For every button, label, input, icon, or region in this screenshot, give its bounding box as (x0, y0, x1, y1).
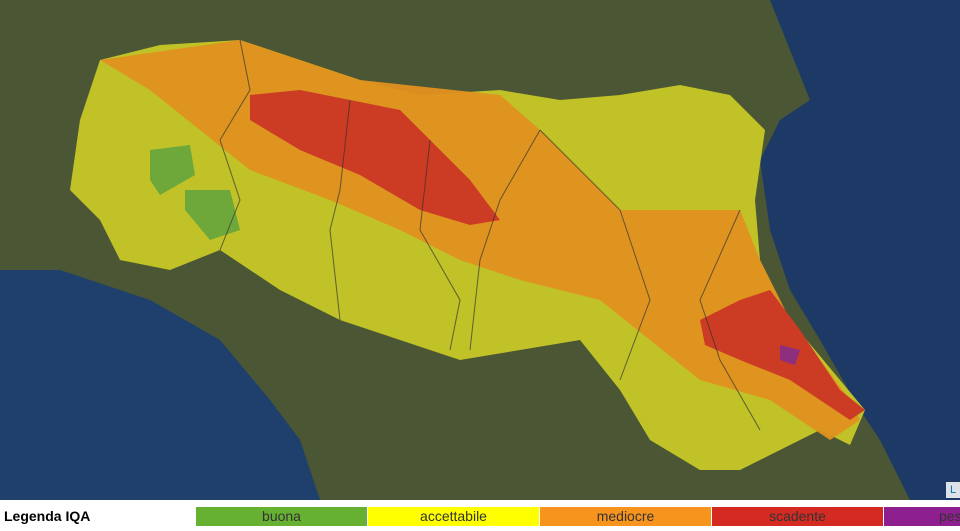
legend-item: buona (196, 507, 367, 526)
legend-item: mediocre (540, 507, 711, 526)
legend-item: pes (884, 507, 960, 526)
legend-item: scadente (712, 507, 883, 526)
attribution[interactable]: L (946, 482, 960, 498)
legend-title: Legenda IQA (4, 508, 91, 524)
legend: Legenda IQA buona accettabile mediocre scad… (0, 500, 960, 531)
legend-items: buona accettabile mediocre scadente pes (196, 507, 960, 526)
legend-item: accettabile (368, 507, 539, 526)
map[interactable] (0, 0, 960, 500)
